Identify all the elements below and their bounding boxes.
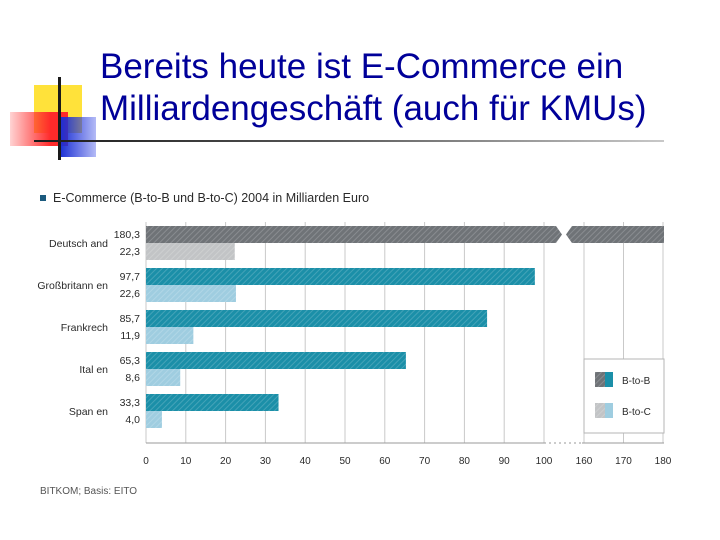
x-tick-label: 180 [655, 456, 672, 467]
x-tick-label: 80 [459, 456, 471, 467]
bar-b2c [146, 243, 235, 260]
bar-b2b [146, 352, 406, 369]
x-tick-label: 40 [300, 456, 312, 467]
data-label-b2b: 65,3 [120, 355, 141, 367]
x-tick-label: 50 [339, 456, 351, 467]
category-label: Ital en [79, 364, 108, 376]
data-label-b2c: 4,0 [125, 414, 140, 426]
x-tick-label: 0 [143, 456, 149, 467]
bar-b2c [146, 369, 181, 386]
category-label: Deutsch and [49, 238, 108, 250]
bar-break-chevron [556, 226, 572, 243]
bar-b2c [146, 285, 236, 302]
data-label-b2c: 8,6 [125, 372, 140, 384]
data-label-b2b: 33,3 [120, 397, 141, 409]
bar-b2b [146, 226, 664, 243]
x-tick-label: 160 [576, 456, 593, 467]
chart-title-bullet-icon [40, 195, 46, 201]
x-tick-label: 170 [615, 456, 632, 467]
decor-vertical-line [58, 77, 61, 160]
category-label: Großbritann en [37, 280, 108, 292]
bar-b2b [146, 310, 488, 327]
bar-b2c [146, 411, 162, 428]
legend-label-b2c: B-to-C [622, 407, 651, 418]
x-tick-label: 60 [379, 456, 391, 467]
slide-title: Bereits heute ist E-Commerce ein Milliar… [100, 46, 700, 130]
chart-source: BITKOM; Basis: EITO [40, 486, 137, 497]
bar-b2b [146, 268, 535, 285]
data-label-b2c: 22,6 [120, 288, 141, 300]
data-label-b2c: 22,3 [120, 246, 141, 258]
bar-b2b [146, 394, 279, 411]
data-label-b2b: 180,3 [114, 229, 140, 241]
legend-swatch-b2c-accent [605, 403, 613, 418]
x-tick-label: 30 [260, 456, 272, 467]
legend-box [583, 358, 665, 434]
bar-b2c [146, 327, 194, 344]
data-label-b2c: 11,9 [120, 330, 140, 342]
category-label: Span en [69, 406, 108, 418]
x-tick-label: 100 [536, 456, 553, 467]
title-underline [34, 140, 664, 142]
decor-blue-square [60, 117, 96, 157]
slide-title-line-2: Milliardengeschäft (auch für KMUs) [100, 89, 647, 128]
x-tick-label: 90 [499, 456, 511, 467]
data-label-b2b: 85,7 [120, 313, 141, 325]
data-label-b2b: 97,7 [120, 271, 141, 283]
legend-label-b2b: B-to-B [622, 376, 651, 387]
x-tick-label: 10 [180, 456, 192, 467]
x-tick-label: 70 [419, 456, 431, 467]
legend-swatch-b2b-accent [605, 372, 613, 387]
x-tick-label: 20 [220, 456, 232, 467]
slide-title-line-1: Bereits heute ist E-Commerce ein [100, 47, 624, 86]
chart-title: E-Commerce (B-to-B und B-to-C) 2004 in M… [53, 191, 369, 205]
category-label: Frankrech [61, 322, 108, 334]
